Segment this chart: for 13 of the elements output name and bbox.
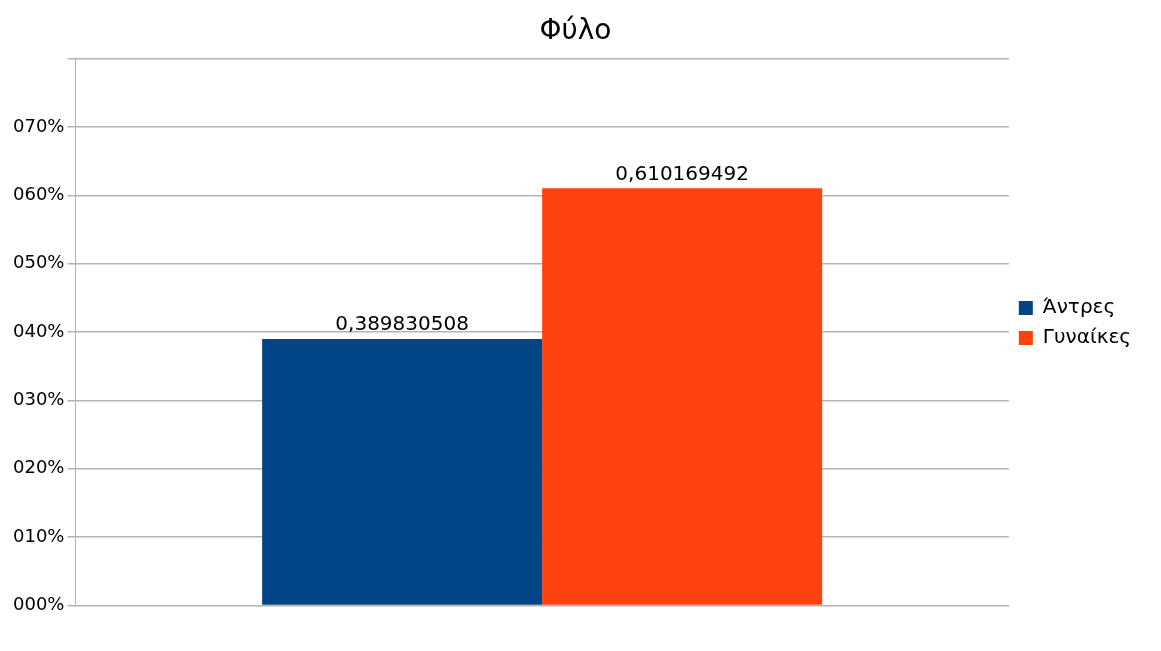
y-tick-label: 020% bbox=[12, 456, 65, 478]
y-tick-label: 070% bbox=[12, 114, 65, 136]
chart-title: Φύλο bbox=[539, 13, 612, 47]
y-tick-label: 050% bbox=[12, 251, 65, 273]
y-tick-label: 000% bbox=[12, 593, 65, 615]
y-tick-label: 010% bbox=[12, 524, 65, 546]
data-label: 0,610169492 bbox=[615, 160, 749, 185]
y-tick-label: 040% bbox=[12, 319, 65, 341]
legend-label: Άντρες bbox=[1042, 294, 1116, 319]
data-label: 0,389830508 bbox=[335, 311, 469, 336]
y-tick-label: 030% bbox=[12, 388, 65, 410]
y-tick-label: 060% bbox=[12, 182, 65, 204]
legend-label: Γυναίκες bbox=[1042, 324, 1132, 349]
